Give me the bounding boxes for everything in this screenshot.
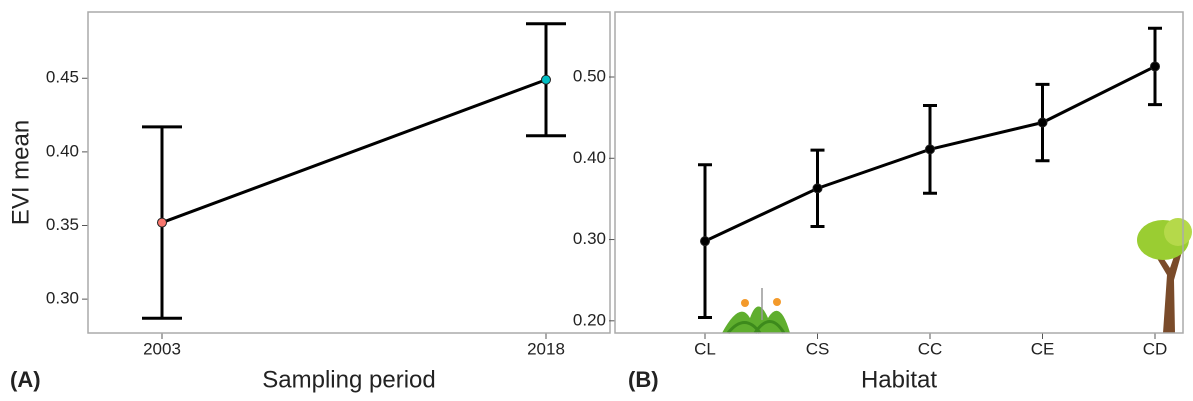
point: [541, 74, 551, 85]
y-tick-label: 0.40: [46, 141, 79, 160]
point: [1150, 61, 1160, 72]
y-tick-label: 0.20: [573, 310, 606, 329]
plot-frame: [87, 11, 611, 334]
point: [925, 144, 935, 155]
point: [157, 217, 167, 228]
y-tick-label: 0.35: [46, 215, 79, 234]
tree-icon: [1137, 218, 1192, 333]
x-tick-label: CD: [1143, 339, 1168, 358]
point: [1037, 117, 1048, 128]
line: [161, 78, 547, 224]
y-tick-label: 0.45: [46, 68, 79, 87]
x-tick-label: CE: [1031, 339, 1055, 358]
y-tick-label: 0.30: [573, 229, 606, 248]
x-axis-label: Sampling period: [262, 366, 435, 393]
x-tick-label: 2003: [143, 339, 181, 358]
point: [812, 183, 823, 194]
panel-label: (B): [628, 367, 659, 392]
x-axis-label: Habitat: [861, 366, 937, 393]
x-tick-label: 2018: [527, 339, 565, 358]
y-tick-label: 0.50: [573, 66, 606, 85]
y-tick-label: 0.40: [573, 148, 606, 167]
panel-label: (A): [10, 367, 41, 392]
point: [700, 236, 710, 247]
x-tick-label: CC: [918, 339, 943, 358]
x-tick-label: CL: [694, 339, 716, 358]
y-axis-label: EVI mean: [7, 120, 34, 225]
grass-icon: [722, 288, 790, 334]
y-tick-label: 0.30: [46, 289, 79, 308]
plot-frame: [614, 11, 1184, 334]
x-tick-label: CS: [806, 339, 830, 358]
